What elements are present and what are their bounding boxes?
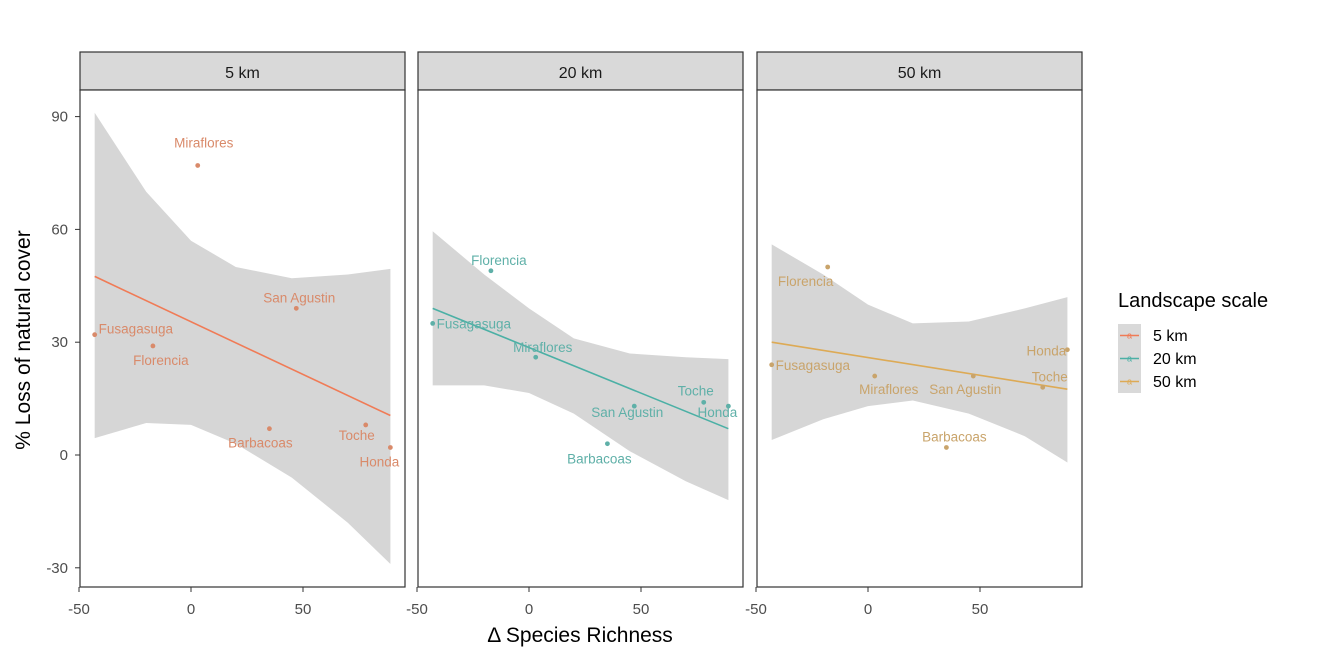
y-axis-title: % Loss of natural cover — [12, 230, 35, 449]
point-label: Toche — [339, 428, 375, 443]
data-point — [701, 399, 707, 405]
point-label: Fusagasuga — [99, 322, 174, 337]
y-tick-label: 0 — [60, 447, 68, 464]
x-tick-label: -50 — [406, 601, 428, 618]
y-tick-label: 30 — [51, 334, 68, 351]
data-point — [488, 268, 494, 274]
facet-strip — [417, 51, 744, 91]
y-tick-label: -30 — [46, 560, 68, 577]
x-tick-label: 50 — [972, 601, 989, 618]
legend-entry-2: a 20 km — [1118, 347, 1197, 370]
legend-label: 20 km — [1153, 351, 1197, 368]
data-point — [293, 305, 299, 311]
x-tick-label: 50 — [295, 601, 312, 618]
confidence-band — [432, 231, 729, 501]
facet-strip-label: 50 km — [898, 65, 942, 82]
confidence-band — [771, 244, 1068, 463]
x-tick-label: 0 — [525, 601, 533, 618]
point-label: Barbacoas — [567, 452, 632, 467]
facet-strip-label: 20 km — [559, 65, 603, 82]
legend-label: 50 km — [1153, 374, 1197, 391]
data-point — [725, 403, 731, 409]
regression-line — [771, 341, 1068, 390]
data-point — [533, 354, 539, 360]
data-point — [631, 403, 637, 409]
legend-key-glyph: a — [1127, 377, 1132, 387]
point-label: San Agustin — [929, 382, 1001, 397]
panel-border — [417, 89, 744, 588]
facet-panels: 5 km Miraflores San Agustin Fusagasuga Flore… — [79, 51, 1083, 588]
point-label: Florencia — [133, 353, 189, 368]
facet-panel-1: 5 km Miraflores San Agustin Fusagasuga Flore… — [79, 51, 406, 588]
point-label: Barbacoas — [228, 436, 293, 451]
point-label: San Agustin — [591, 405, 663, 420]
data-point — [872, 373, 878, 379]
x-tick-label: 0 — [864, 601, 872, 618]
point-label: Florencia — [778, 274, 834, 289]
facet-strip-label: 5 km — [225, 65, 260, 82]
data-point — [267, 426, 272, 432]
regression-line — [94, 275, 391, 417]
y-tick-label: 60 — [51, 221, 68, 238]
x-tick-label: 50 — [633, 601, 650, 618]
legend-label: 5 km — [1153, 328, 1188, 345]
legend-key-glyph: a — [1127, 354, 1132, 364]
point-label: Honda — [1026, 344, 1066, 359]
point-label: Fusagasuga — [776, 358, 851, 373]
facet-panel-3: 50 km Florencia Fusagasuga Miraflores San Ag… — [756, 51, 1083, 588]
x-tick-label: -50 — [745, 601, 767, 618]
point-label: Fusagasuga — [437, 316, 512, 331]
data-point — [970, 373, 976, 379]
y-tick-label: 90 — [51, 109, 68, 126]
point-label: Miraflores — [174, 135, 234, 150]
data-point — [944, 445, 949, 450]
point-label: Florencia — [471, 253, 527, 268]
data-point — [825, 264, 831, 270]
data-point — [195, 163, 201, 168]
data-point — [430, 321, 436, 326]
point-label: Toche — [678, 383, 714, 398]
regression-line — [432, 307, 729, 430]
data-point — [1040, 384, 1046, 390]
y-axis: -30 0 30 60 90 — [46, 109, 80, 577]
x-axis-title: Δ Species Richness — [487, 624, 673, 647]
point-label: Honda — [697, 405, 737, 420]
x-axes: -50 0 50 -50 0 50 -50 0 50 — [68, 587, 988, 618]
data-point — [150, 343, 156, 349]
x-tick-label: 0 — [187, 601, 195, 618]
legend: Landscape scale a 5 km a 20 km a 50 km — [1118, 290, 1268, 393]
point-label: Miraflores — [513, 340, 573, 355]
data-point — [605, 441, 610, 447]
data-point — [1064, 347, 1070, 353]
legend-entry-1: a 5 km — [1118, 324, 1188, 347]
panel-border — [756, 89, 1083, 588]
point-label: San Agustin — [263, 290, 335, 305]
legend-title: Landscape scale — [1118, 290, 1268, 312]
legend-key-glyph: a — [1127, 331, 1132, 341]
data-point — [363, 422, 369, 428]
point-label: Miraflores — [859, 382, 919, 397]
data-point — [92, 332, 98, 338]
confidence-band — [94, 112, 391, 565]
point-label: Honda — [359, 454, 399, 469]
legend-entry-3: a 50 km — [1118, 370, 1197, 393]
data-point — [387, 445, 393, 450]
point-label: Toche — [1032, 369, 1068, 384]
point-label: Barbacoas — [922, 429, 987, 444]
x-tick-label: -50 — [68, 601, 90, 618]
facet-strip — [79, 51, 406, 91]
data-point — [769, 362, 775, 368]
panel-border — [79, 89, 406, 588]
